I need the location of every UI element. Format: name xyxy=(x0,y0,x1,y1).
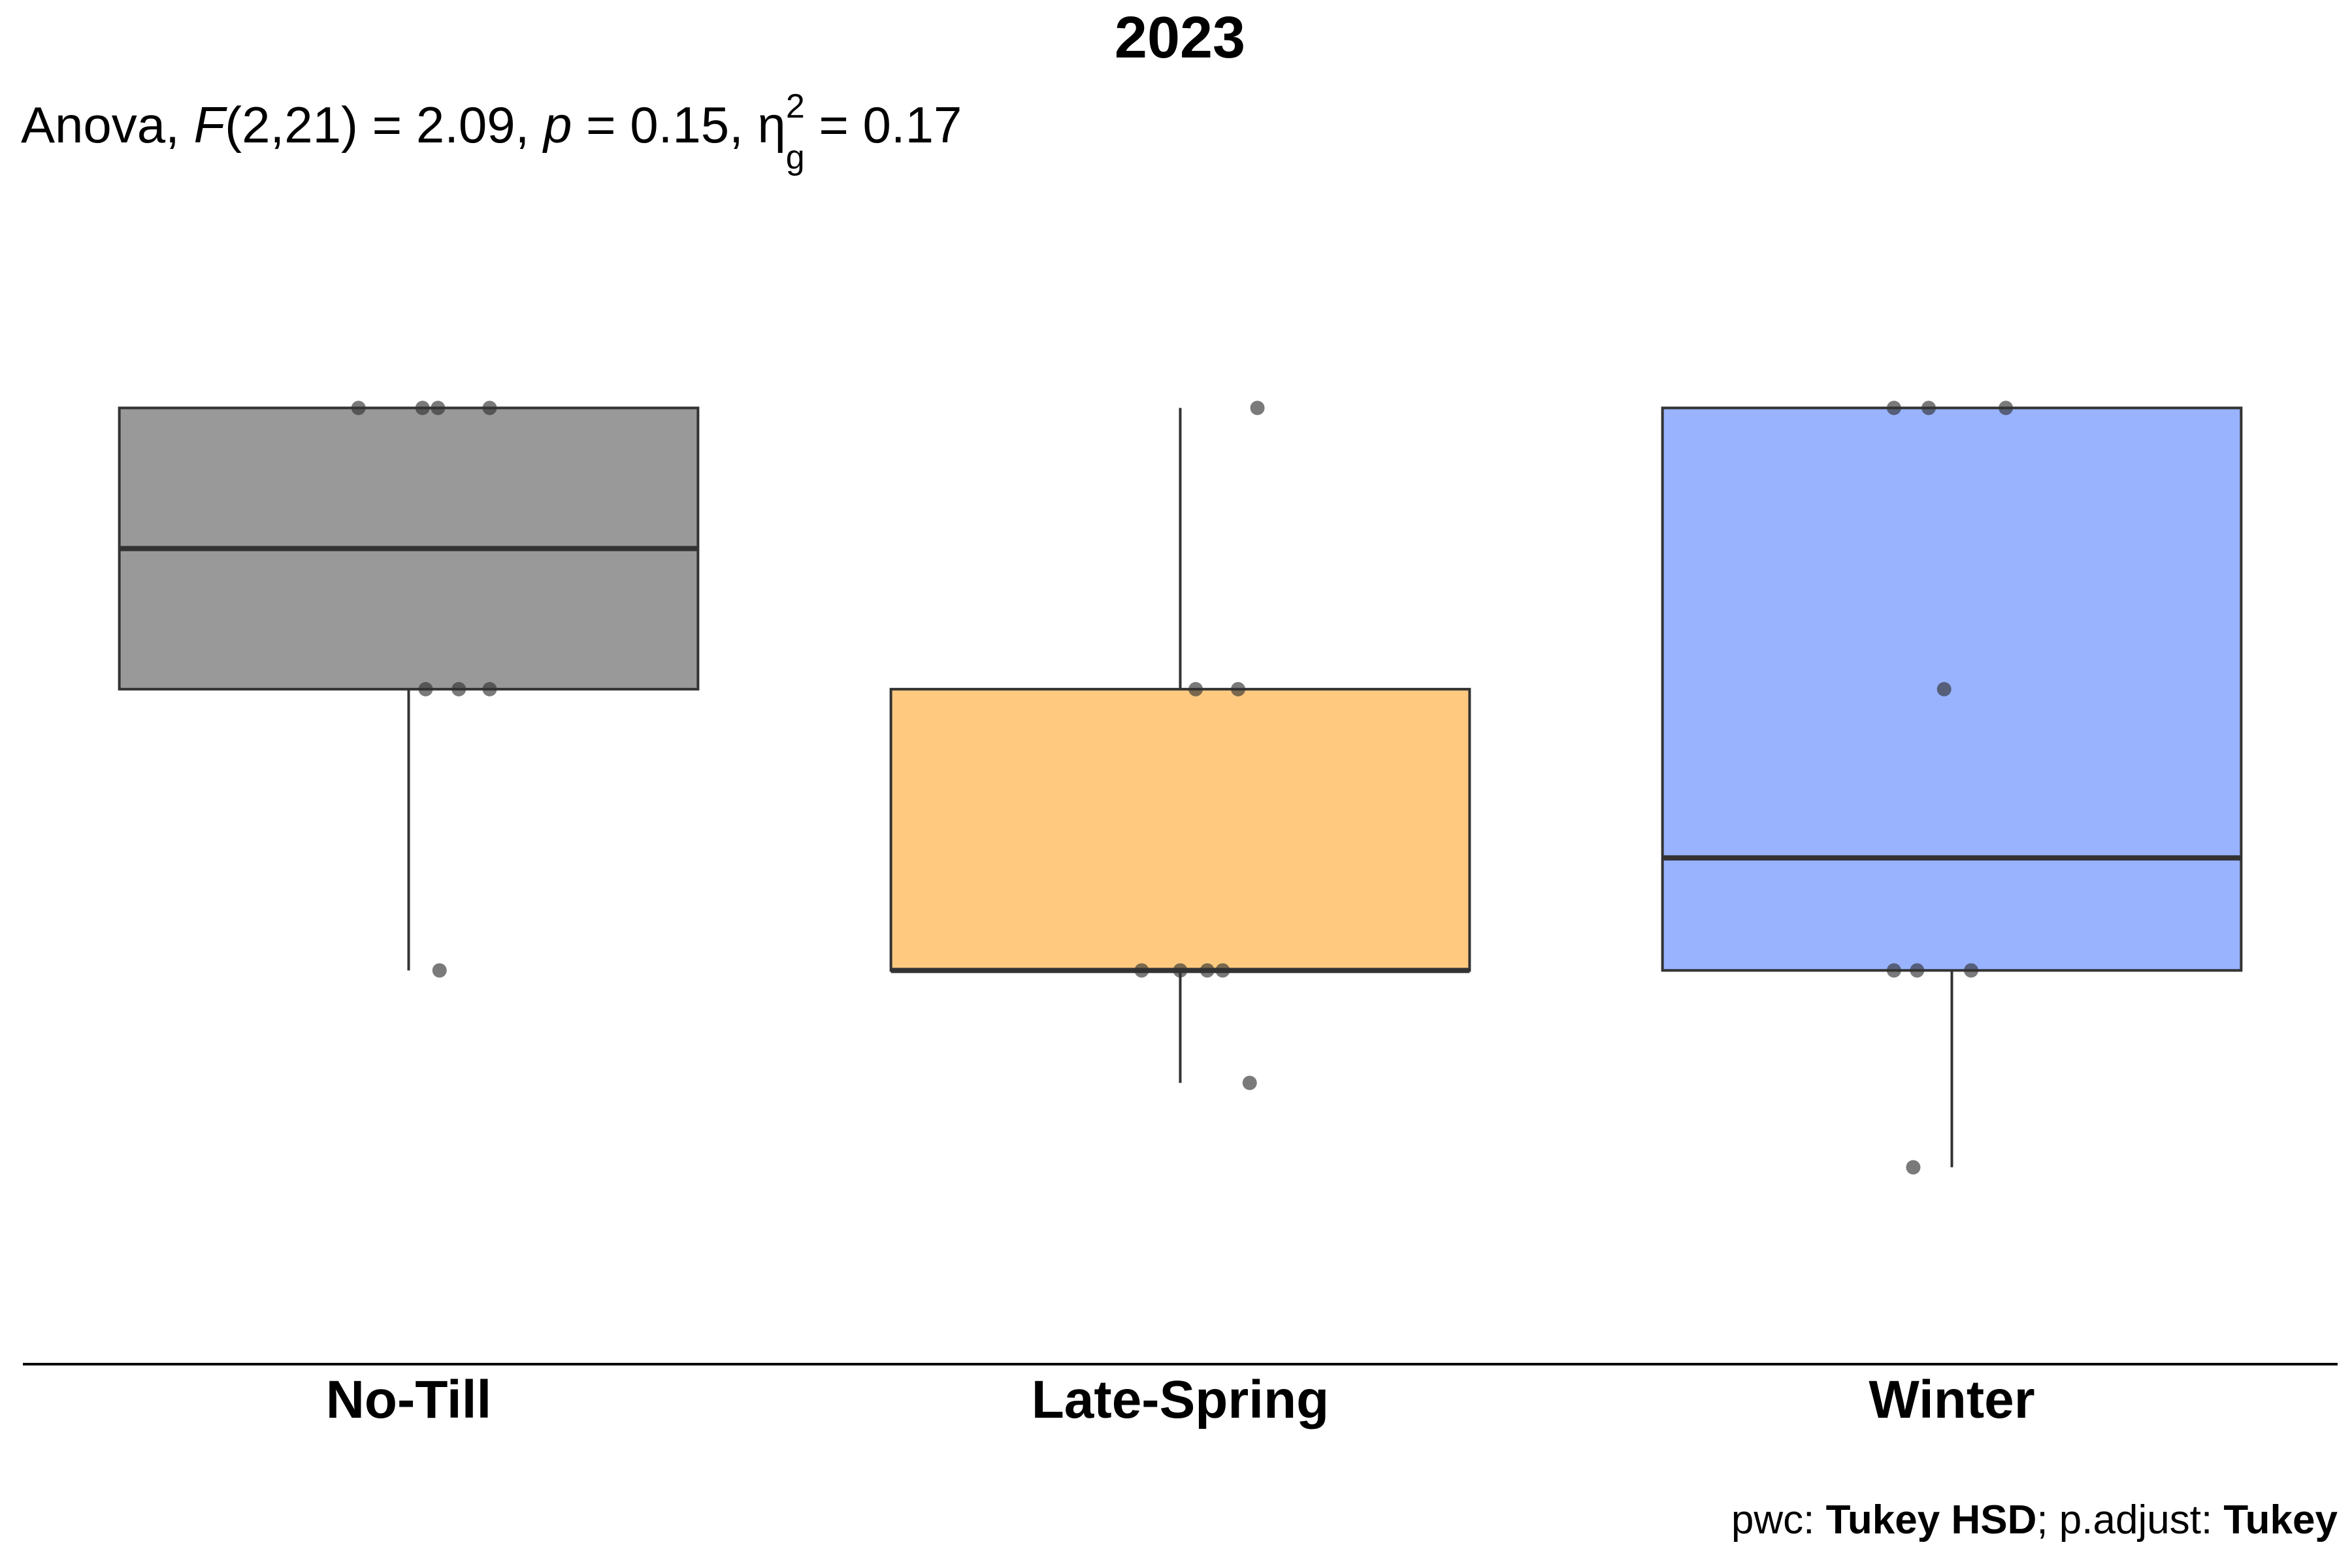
data-point-late-spring xyxy=(1200,963,1215,978)
subtitle-p-value: = 0.15, xyxy=(572,96,757,154)
data-point-no-till xyxy=(451,681,466,696)
data-point-winter xyxy=(1886,400,1901,416)
subtitle-stat-symbol: F xyxy=(194,96,228,154)
data-point-winter xyxy=(1964,963,1979,978)
subtitle-p-symbol: p xyxy=(542,96,572,154)
data-point-no-till xyxy=(482,681,497,696)
data-point-no-till xyxy=(431,400,446,416)
data-point-winter xyxy=(1886,963,1901,978)
x-tick-label-winter: Winter xyxy=(1869,1370,2034,1429)
x-tick-label-late-spring: Late-Spring xyxy=(1032,1370,1330,1429)
data-point-late-spring xyxy=(1134,963,1149,978)
data-point-late-spring xyxy=(1173,963,1188,978)
data-point-late-spring xyxy=(1250,400,1265,416)
subtitle-eta-value: = 0.17 xyxy=(805,96,962,154)
caption-adjust-method: Tukey xyxy=(2223,1497,2338,1543)
box-late-spring xyxy=(889,687,1471,972)
subtitle-eta-symbol: η xyxy=(757,96,785,154)
subtitle-eta-sup: 2 xyxy=(786,88,805,125)
point-layer xyxy=(351,400,2014,1175)
caption-pwc-label: pwc: xyxy=(1731,1497,1826,1543)
data-point-late-spring xyxy=(1242,1075,1257,1090)
data-point-no-till xyxy=(418,681,433,696)
data-point-winter xyxy=(1999,400,2014,416)
anova-subtitle: Anova, F(2,21) = 2.09, p = 0.15, η2 g = 0… xyxy=(21,88,962,176)
subtitle-df: (2,21) = 2.09, xyxy=(225,96,544,154)
data-point-no-till xyxy=(432,963,447,978)
x-tick-label-no-till: No-Till xyxy=(326,1370,492,1429)
data-point-winter xyxy=(1906,1160,1921,1175)
data-point-winter xyxy=(1921,400,1936,416)
data-point-winter xyxy=(1910,963,1925,978)
subtitle-eta-sub: g xyxy=(786,139,805,176)
data-point-late-spring xyxy=(1215,963,1230,978)
chart-title: 2023 xyxy=(1115,5,1245,71)
subtitle-prefix: Anova, xyxy=(21,96,194,154)
caption-sep: ; p.adjust: xyxy=(2036,1497,2223,1543)
data-point-no-till xyxy=(482,400,497,416)
box-layer xyxy=(118,406,2243,1168)
data-point-late-spring xyxy=(1231,681,1246,696)
data-point-no-till xyxy=(351,400,366,416)
x-axis-tick-labels: No-Till Late-Spring Winter xyxy=(326,1370,2035,1429)
caption-pwc-method: Tukey HSD xyxy=(1826,1497,2037,1543)
data-point-late-spring xyxy=(1188,681,1203,696)
caption: pwc: Tukey HSD; p.adjust: Tukey xyxy=(1731,1497,2338,1543)
box-winter xyxy=(1661,406,2243,972)
data-point-no-till xyxy=(415,400,430,416)
data-point-winter xyxy=(1936,681,1952,696)
